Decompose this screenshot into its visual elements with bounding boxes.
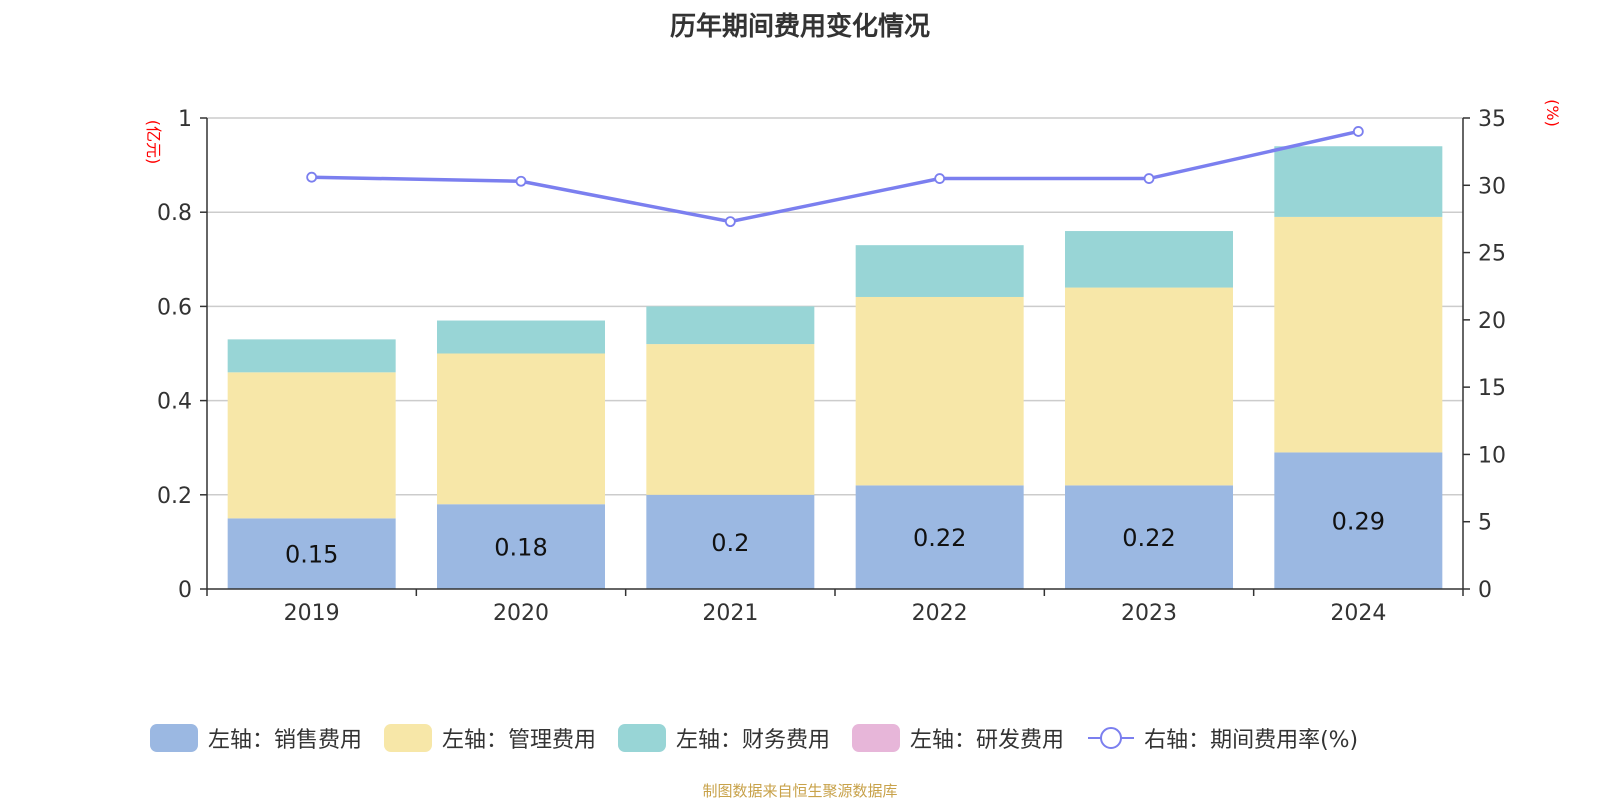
legend-swatch [852, 724, 901, 752]
bar-segment [855, 296, 1024, 486]
x-axis-tick-label: 2021 [702, 601, 758, 626]
bar-segment [227, 372, 396, 519]
left-axis-tick-label: 0.4 [157, 390, 192, 415]
bar-segment [227, 339, 396, 373]
x-axis-tick-label: 2019 [284, 601, 340, 626]
right-axis-tick-label: 5 [1478, 511, 1492, 536]
bar-series [227, 146, 1443, 589]
bar-segment [1274, 452, 1443, 589]
bar-data-label: 0.18 [494, 534, 547, 562]
legend-label: 左轴：财务费用 [676, 728, 831, 753]
bar-segment [1065, 485, 1233, 589]
bar-segment [646, 306, 815, 345]
x-axis-tick-label: 2020 [493, 601, 549, 626]
bar-data-label: 0.22 [1122, 524, 1175, 552]
legend-label: 右轴：期间费用率(%) [1144, 728, 1359, 753]
left-axis-tick-label: 0.2 [157, 484, 192, 509]
bar-segment [855, 245, 1024, 297]
right-axis-tick-label: 15 [1478, 376, 1506, 401]
rate-line-point [306, 171, 318, 183]
legend-item[interactable]: 右轴：期间费用率(%) [1086, 722, 1358, 754]
bar-segment [1065, 231, 1233, 288]
bar-segment [646, 494, 815, 589]
right-axis-tick-label: 0 [1478, 578, 1492, 603]
rate-line-point [934, 173, 946, 184]
grid-lines [207, 117, 1463, 496]
left-axis-tick-label: 0.8 [157, 201, 192, 226]
left-axis-tick-label: 0 [178, 578, 192, 603]
bar-segment [227, 518, 396, 589]
bar-data-label: 0.29 [1332, 508, 1385, 536]
bar-segment [437, 320, 605, 354]
rate-line-point [724, 216, 736, 228]
legend-label: 左轴：销售费用 [208, 728, 363, 753]
right-axis-tick-label: 30 [1478, 174, 1506, 199]
bar-data-label: 0.15 [285, 541, 338, 569]
x-axis-tick-label: 2023 [1121, 601, 1177, 626]
right-axis-tick-label: 10 [1478, 443, 1506, 468]
bar-segment [1274, 216, 1443, 453]
right-axis-unit: (%) [1543, 99, 1562, 127]
data-labels: 0.15 0.18 0.2 0.22 0.22 0.29 [285, 508, 1385, 569]
rate-line [311, 129, 1359, 224]
legend: 左轴：销售费用 左轴：管理费用 左轴：财务费用 左轴：研发费用 右轴：期间费用率(%) [150, 722, 1380, 754]
source-note: 制图数据来自恒生聚源数据库 [702, 782, 898, 800]
legend-item[interactable]: 左轴：管理费用 [384, 722, 596, 754]
left-axis-tick-label: 0.6 [157, 295, 192, 320]
legend-swatch [150, 724, 198, 752]
bar-data-label: 0.2 [711, 529, 749, 557]
chart-title: 历年期间费用变化情况 [669, 12, 930, 42]
bar-data-label: 0.22 [913, 524, 966, 552]
legend-line-swatch [1088, 727, 1135, 749]
right-axis-tick-label: 20 [1478, 309, 1506, 334]
x-axis-tick-label: 2022 [912, 601, 968, 626]
legend-label: 左轴：管理费用 [442, 728, 597, 753]
legend-item[interactable]: 左轴：研发费用 [852, 722, 1064, 754]
left-axis-tick-label: 1 [178, 107, 192, 132]
legend-item[interactable]: 左轴：财务费用 [618, 722, 830, 754]
rate-line-series [306, 126, 1364, 228]
rate-line-point [515, 175, 527, 187]
bar-segment [855, 485, 1024, 589]
x-axis-tick-label: 2024 [1330, 601, 1386, 626]
right-axis-tick-label: 35 [1478, 107, 1506, 132]
legend-swatch [384, 724, 433, 752]
legend-swatch [618, 724, 667, 752]
bar-segment [437, 353, 605, 505]
left-axis-unit: (亿元) [144, 120, 163, 165]
bar-segment [1065, 287, 1233, 486]
bar-segment [1274, 146, 1443, 217]
legend-label: 左轴：研发费用 [910, 728, 1065, 753]
rate-line-point [1352, 126, 1364, 137]
bar-segment [437, 504, 605, 589]
rate-line-point [1143, 173, 1155, 184]
legend-item[interactable]: 左轴：销售费用 [150, 722, 362, 754]
bar-segment [646, 344, 815, 495]
right-axis-tick-label: 25 [1478, 242, 1506, 267]
